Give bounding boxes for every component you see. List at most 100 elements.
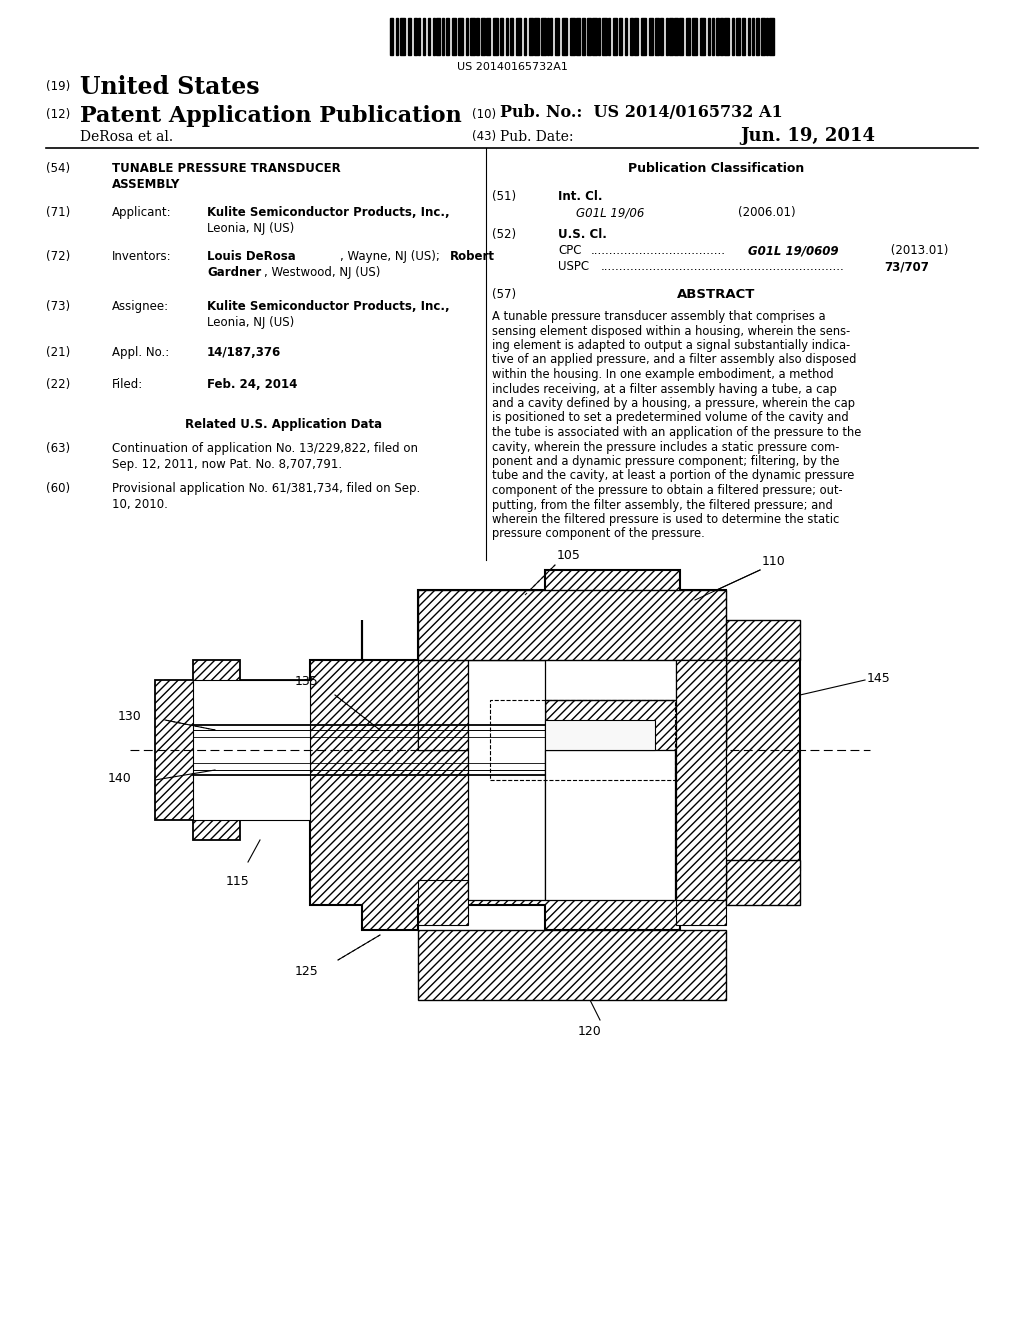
- Bar: [716, 18, 719, 55]
- Text: ....................................: ....................................: [591, 244, 726, 257]
- Bar: [679, 18, 683, 55]
- Bar: [466, 18, 468, 55]
- Text: is positioned to set a predetermined volume of the cavity and: is positioned to set a predetermined vol…: [492, 412, 849, 425]
- Text: putting, from the filter assembly, the filtered pressure; and: putting, from the filter assembly, the f…: [492, 499, 833, 511]
- Bar: [555, 18, 559, 55]
- Bar: [625, 18, 627, 55]
- Text: cavity, wherein the pressure includes a static pressure com-: cavity, wherein the pressure includes a …: [492, 441, 840, 454]
- Bar: [575, 18, 580, 55]
- Text: 135: 135: [295, 675, 318, 688]
- Bar: [486, 18, 490, 55]
- Bar: [529, 18, 534, 55]
- Bar: [570, 18, 575, 55]
- Bar: [732, 18, 734, 55]
- Bar: [442, 18, 444, 55]
- Bar: [524, 18, 526, 55]
- Bar: [649, 18, 653, 55]
- Bar: [418, 590, 726, 660]
- Bar: [720, 18, 723, 55]
- Text: 105: 105: [557, 549, 581, 562]
- Text: tube and the cavity, at least a portion of the dynamic pressure: tube and the cavity, at least a portion …: [492, 470, 854, 483]
- Text: (57): (57): [492, 288, 516, 301]
- Text: within the housing. In one example embodiment, a method: within the housing. In one example embod…: [492, 368, 834, 381]
- Text: Continuation of application No. 13/229,822, filed on: Continuation of application No. 13/229,8…: [112, 442, 418, 455]
- Bar: [418, 18, 420, 55]
- Text: , Westwood, NJ (US): , Westwood, NJ (US): [264, 267, 380, 279]
- Text: Assignee:: Assignee:: [112, 300, 169, 313]
- Text: the tube is associated with an application of the pressure to the: the tube is associated with an applicati…: [492, 426, 861, 440]
- Text: wherein the filtered pressure is used to determine the static: wherein the filtered pressure is used to…: [492, 513, 840, 525]
- Bar: [666, 18, 668, 55]
- Text: 10, 2010.: 10, 2010.: [112, 498, 168, 511]
- Text: .................................................................: ........................................…: [601, 260, 845, 273]
- Bar: [676, 660, 726, 750]
- Polygon shape: [418, 620, 726, 750]
- Bar: [390, 18, 393, 55]
- Bar: [641, 18, 646, 55]
- Text: ponent and a dynamic pressure component; filtering, by the: ponent and a dynamic pressure component;…: [492, 455, 840, 469]
- Bar: [700, 18, 705, 55]
- Bar: [562, 18, 567, 55]
- Bar: [428, 18, 430, 55]
- Text: Leonia, NJ (US): Leonia, NJ (US): [207, 315, 294, 329]
- Bar: [726, 861, 800, 906]
- Text: United States: United States: [80, 75, 260, 99]
- Bar: [761, 18, 765, 55]
- Text: (12): (12): [46, 108, 71, 121]
- Text: 14/187,376: 14/187,376: [207, 346, 282, 359]
- Text: TUNABLE PRESSURE TRANSDUCER: TUNABLE PRESSURE TRANSDUCER: [112, 162, 341, 176]
- Bar: [433, 18, 435, 55]
- Bar: [669, 18, 673, 55]
- Text: Inventors:: Inventors:: [112, 249, 172, 263]
- Text: pressure component of the pressure.: pressure component of the pressure.: [492, 528, 705, 540]
- Bar: [493, 18, 498, 55]
- Bar: [748, 18, 750, 55]
- Text: 120: 120: [579, 1026, 602, 1038]
- Text: Jun. 19, 2014: Jun. 19, 2014: [740, 127, 874, 145]
- Text: US 20140165732A1: US 20140165732A1: [457, 62, 567, 73]
- Text: G01L 19/06: G01L 19/06: [575, 206, 644, 219]
- Text: (73): (73): [46, 300, 70, 313]
- Text: (2006.01): (2006.01): [738, 206, 796, 219]
- Text: U.S. Cl.: U.S. Cl.: [558, 228, 607, 242]
- Text: Kulite Semiconductor Products, Inc.,: Kulite Semiconductor Products, Inc.,: [207, 300, 450, 313]
- Bar: [193, 680, 310, 820]
- Text: Pub. Date:: Pub. Date:: [500, 129, 573, 144]
- Text: Robert: Robert: [450, 249, 495, 263]
- Text: Applicant:: Applicant:: [112, 206, 172, 219]
- Bar: [490, 700, 675, 780]
- Text: 145: 145: [867, 672, 891, 685]
- Text: (52): (52): [492, 228, 516, 242]
- Text: includes receiving, at a filter assembly having a tube, a cap: includes receiving, at a filter assembly…: [492, 383, 837, 396]
- Text: Feb. 24, 2014: Feb. 24, 2014: [207, 378, 297, 391]
- Bar: [692, 18, 697, 55]
- Bar: [423, 18, 425, 55]
- Text: 130: 130: [118, 710, 141, 722]
- Bar: [712, 18, 714, 55]
- Bar: [676, 880, 726, 925]
- Polygon shape: [310, 570, 800, 931]
- Polygon shape: [155, 660, 310, 840]
- Text: , Wayne, NJ (US);: , Wayne, NJ (US);: [340, 249, 443, 263]
- Text: CPC: CPC: [558, 244, 582, 257]
- Bar: [446, 18, 449, 55]
- Bar: [630, 18, 633, 55]
- Bar: [724, 18, 729, 55]
- Text: G01L 19/0609: G01L 19/0609: [748, 244, 839, 257]
- Text: Provisional application No. 61/381,734, filed on Sep.: Provisional application No. 61/381,734, …: [112, 482, 420, 495]
- Bar: [587, 18, 591, 55]
- Text: Int. Cl.: Int. Cl.: [558, 190, 602, 203]
- Text: Appl. No.:: Appl. No.:: [112, 346, 169, 359]
- Bar: [766, 18, 768, 55]
- Text: Patent Application Publication: Patent Application Publication: [80, 106, 462, 127]
- Text: and a cavity defined by a housing, a pressure, wherein the cap: and a cavity defined by a housing, a pre…: [492, 397, 855, 411]
- Bar: [500, 18, 503, 55]
- Bar: [608, 18, 610, 55]
- Bar: [602, 18, 607, 55]
- Bar: [534, 18, 539, 55]
- Text: Pub. No.:  US 2014/0165732 A1: Pub. No.: US 2014/0165732 A1: [500, 104, 782, 121]
- Text: 110: 110: [762, 554, 785, 568]
- Bar: [468, 660, 545, 900]
- Bar: [752, 18, 754, 55]
- Text: DeRosa et al.: DeRosa et al.: [80, 129, 173, 144]
